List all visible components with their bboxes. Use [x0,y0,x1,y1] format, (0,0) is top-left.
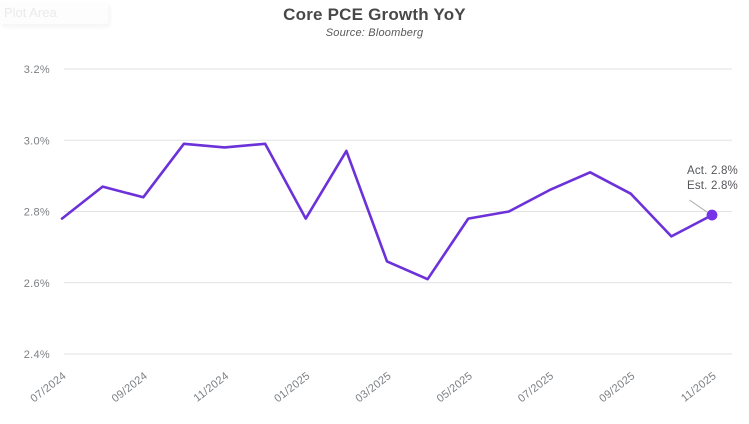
pce-series-line[interactable] [60,142,714,281]
x-axis-tick-label: 11/2024 [192,370,232,405]
x-axis-tick-label: 09/2025 [597,370,637,405]
chart-subtitle: Source: Bloomberg [325,27,424,39]
annotation-estimate: Est. 2.8% [686,180,738,192]
y-axis-tick-label: 2.8% [24,207,50,219]
plot-area-tooltip: Plot Area [0,2,108,24]
y-axis-tick-label: 2.6% [24,278,50,290]
x-axis-tick-label: 05/2025 [435,370,475,405]
x-axis-tick-label: 09/2024 [110,370,150,405]
y-axis-tick-label: 2.4% [24,349,50,361]
annotation-actual: Act. 2.8% [686,165,738,177]
y-axis-tick-label: 3.2% [24,64,50,76]
x-axis-tick-label: 03/2025 [353,370,393,405]
last-point-marker[interactable] [706,209,718,221]
last-point-annotation: Act. 2.8% Est. 2.8% [687,164,738,194]
annotation-leader-line [689,199,708,213]
plot-area-tooltip-label: Plot Area [4,5,57,20]
y-axis-tick-label: 3.0% [24,135,50,147]
chart-title: Core PCE Growth YoY [283,5,466,24]
x-axis-tick-label: 11/2025 [679,370,719,405]
x-axis-tick-label: 07/2025 [516,370,556,405]
x-axis-tick-label: 07/2024 [28,370,68,405]
x-axis-tick-label: 01/2025 [272,370,312,405]
